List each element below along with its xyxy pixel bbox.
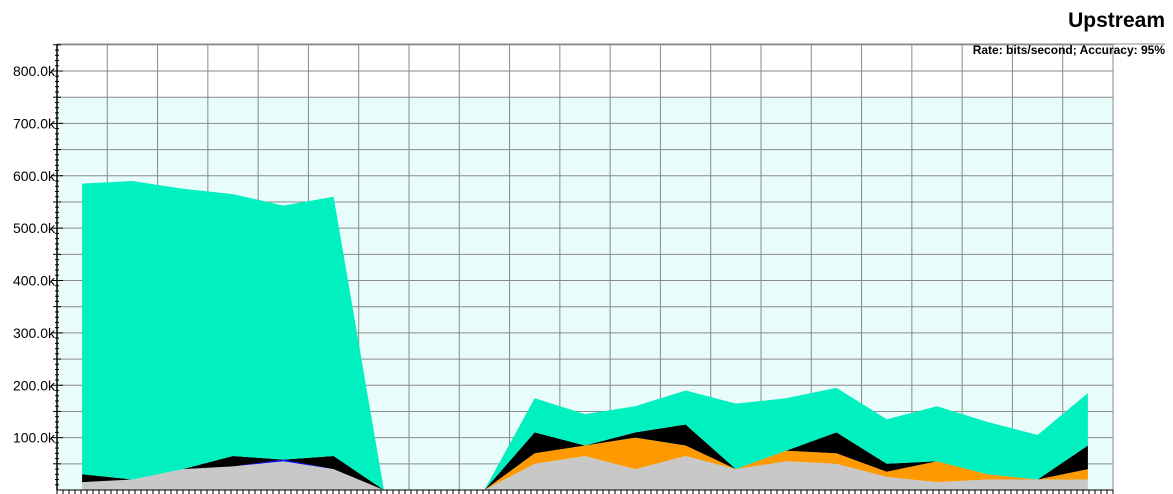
series-area-4: [484, 387, 1088, 490]
series-area-0: [484, 456, 1088, 490]
series-area-3: [82, 456, 384, 490]
stacked-areas: [82, 181, 1088, 490]
y-axis: 100.0k 200.0k 300.0k 400.0k 500.0k 600.0k 700.…: [13, 44, 63, 490]
y-tick-label: 400.0k: [13, 273, 56, 289]
y-tick-label: 300.0k: [13, 325, 56, 341]
y-tick-label: 500.0k: [13, 220, 56, 236]
y-tick-label: 800.0k: [13, 63, 56, 79]
chart-title: Upstream: [1068, 9, 1165, 32]
chart-subtitle: Rate: bits/second; Accuracy: 95%: [973, 43, 1166, 57]
x-axis-minor-ticks: [56, 489, 1114, 494]
y-tick-label: 600.0k: [13, 168, 56, 184]
series-area-4: [82, 181, 384, 490]
y-tick-label: 200.0k: [13, 377, 56, 393]
series-area-0: [82, 461, 384, 490]
y-tick-label: 100.0k: [13, 430, 56, 446]
series-area-1: [484, 437, 1088, 490]
y-tick-label: 700.0k: [13, 115, 56, 131]
